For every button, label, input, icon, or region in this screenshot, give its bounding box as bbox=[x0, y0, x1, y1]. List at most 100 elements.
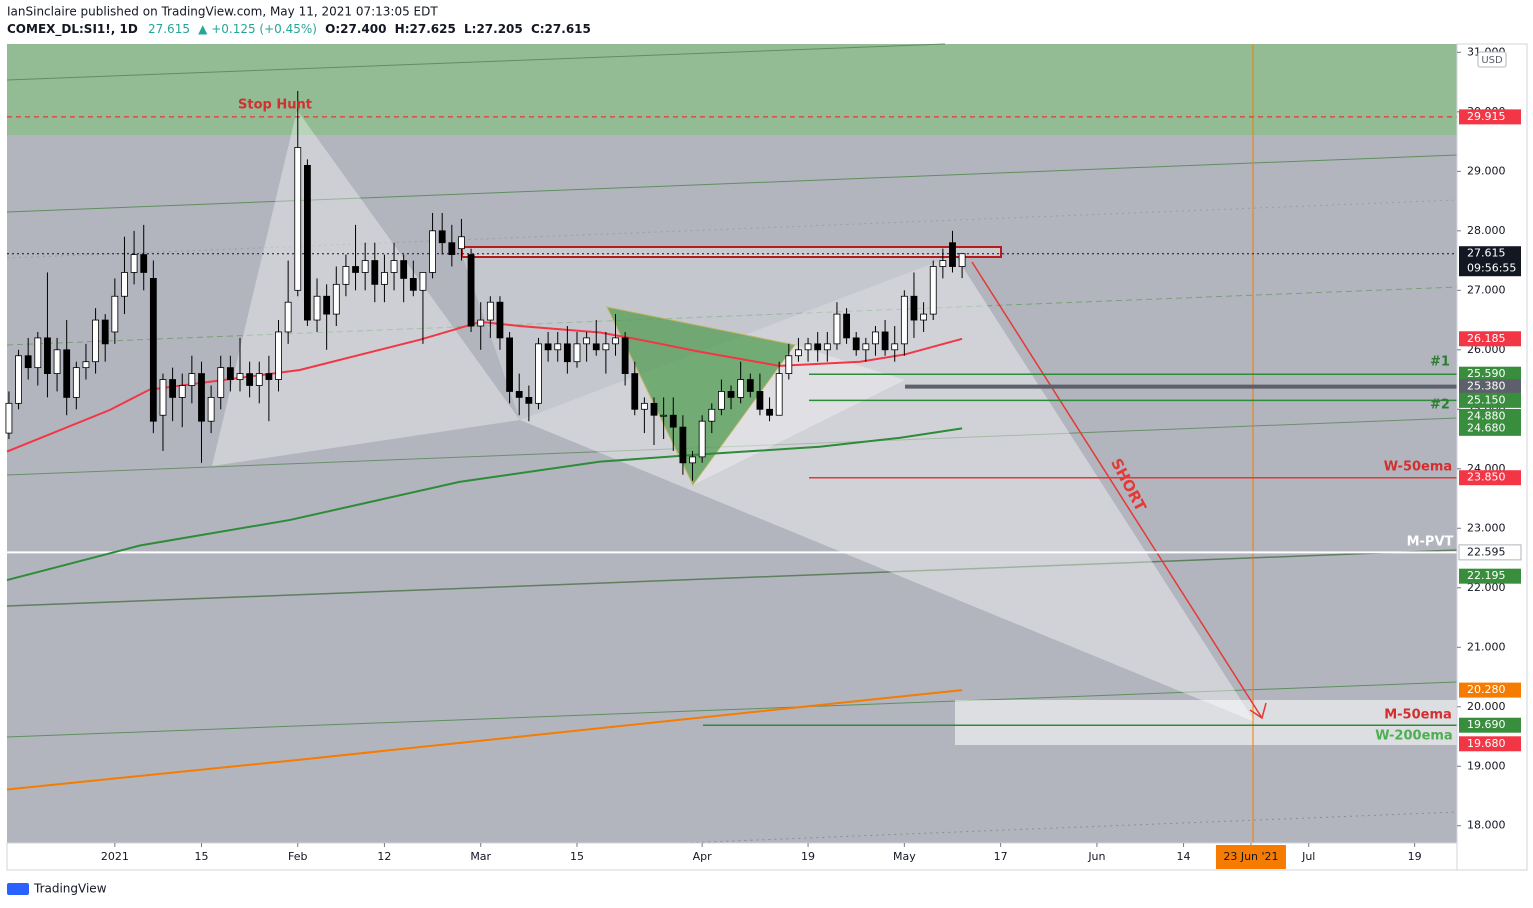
candle-body bbox=[669, 414, 677, 428]
candle-body bbox=[409, 278, 417, 291]
candle-body bbox=[381, 272, 388, 285]
ohlc-low: L:27.205 bbox=[464, 22, 523, 36]
candle-body bbox=[766, 408, 773, 416]
candle-body bbox=[929, 266, 937, 315]
candle-body bbox=[188, 373, 196, 386]
trend-line bbox=[6, 199, 1458, 259]
candle-body bbox=[602, 343, 610, 351]
candle-body bbox=[82, 361, 90, 369]
candle-body bbox=[563, 343, 571, 363]
candle-body bbox=[486, 301, 494, 321]
candle-body bbox=[958, 253, 966, 267]
y-tick-label: 21.000 bbox=[1467, 640, 1506, 653]
trend-line bbox=[6, 154, 1458, 213]
candle-body bbox=[159, 379, 167, 416]
price-label: 22.595 bbox=[1467, 545, 1506, 558]
price-label-box bbox=[1459, 420, 1521, 436]
candle-body bbox=[24, 355, 32, 369]
candle-body bbox=[448, 242, 456, 256]
candle-body bbox=[198, 373, 205, 422]
last: 27.615 bbox=[148, 22, 190, 36]
brand: TradingView bbox=[33, 882, 107, 896]
annotation: W-200ema bbox=[1375, 729, 1452, 744]
x-tick-label: 19 bbox=[801, 850, 815, 863]
price-label-box bbox=[1459, 736, 1521, 752]
candle-body bbox=[294, 147, 302, 291]
price-label-box bbox=[1458, 544, 1522, 561]
y-tick-label: 19.000 bbox=[1467, 759, 1506, 772]
candle-body bbox=[5, 402, 13, 434]
price-label: 24.680 bbox=[1467, 421, 1506, 434]
price-label: 26.185 bbox=[1467, 332, 1506, 345]
logo-icon bbox=[7, 883, 29, 895]
candle-body bbox=[843, 313, 850, 339]
drawings bbox=[6, 43, 1458, 871]
annotation: W-50ema bbox=[1384, 460, 1452, 475]
candle-body bbox=[169, 379, 177, 398]
x-tick-highlight bbox=[1215, 845, 1286, 869]
candle-body bbox=[881, 331, 889, 351]
x-tick-label: 17 bbox=[994, 850, 1008, 863]
candle-body bbox=[63, 349, 71, 398]
candle-body bbox=[891, 343, 899, 351]
y-tick-label: 29.000 bbox=[1467, 164, 1506, 177]
y-tick-label: 18.000 bbox=[1467, 819, 1506, 832]
candle-body bbox=[900, 295, 908, 345]
candle-body bbox=[698, 420, 706, 458]
currency: USD bbox=[1481, 55, 1503, 66]
resistance-zone bbox=[7, 44, 1457, 135]
candle-body bbox=[737, 379, 745, 398]
candle-body bbox=[313, 295, 321, 321]
symbol: COMEX_DL:SI1!, 1D bbox=[7, 22, 138, 37]
candle-body bbox=[342, 266, 350, 285]
x-tick-label: 2021 bbox=[101, 850, 129, 863]
candle-body bbox=[573, 343, 581, 363]
candle-body bbox=[217, 367, 225, 398]
trend-line bbox=[6, 549, 1458, 607]
price-label: 25.590 bbox=[1467, 367, 1506, 380]
candle-body bbox=[352, 266, 359, 273]
candle-body bbox=[323, 295, 331, 315]
candle-body bbox=[361, 260, 369, 273]
levels bbox=[7, 116, 1457, 726]
price-label-box bbox=[1459, 392, 1521, 408]
candle-body bbox=[640, 402, 648, 410]
resistance-box bbox=[461, 246, 1002, 258]
candle-body bbox=[44, 337, 51, 374]
price-label-box bbox=[1459, 109, 1521, 125]
pattern-triangle bbox=[212, 110, 520, 466]
candle-body bbox=[178, 385, 186, 398]
price-label: 24.880 bbox=[1467, 409, 1506, 422]
candle-body bbox=[236, 373, 244, 380]
x-tick-label: 15 bbox=[570, 850, 584, 863]
ohlc-open: O:27.400 bbox=[325, 22, 386, 36]
candle-body bbox=[429, 230, 436, 273]
candle-body bbox=[583, 337, 591, 345]
candle-body bbox=[612, 337, 619, 345]
price-label-box bbox=[1459, 682, 1521, 698]
candle-body bbox=[939, 260, 947, 267]
candle-body bbox=[226, 367, 234, 380]
candle-body bbox=[862, 343, 870, 351]
x-tick-label: Jul bbox=[1301, 850, 1315, 863]
y-tick-label: 23.000 bbox=[1467, 521, 1506, 534]
candle-body bbox=[246, 373, 254, 386]
price-label: 19.680 bbox=[1467, 737, 1506, 750]
moving-average bbox=[6, 427, 963, 582]
candle-body bbox=[756, 391, 764, 410]
trend-line bbox=[6, 43, 946, 81]
currency-box bbox=[1477, 51, 1507, 68]
price-label-box bbox=[1459, 408, 1521, 424]
candle-body bbox=[140, 254, 148, 273]
ohlc-high: H:27.625 bbox=[395, 22, 456, 36]
candle-body bbox=[390, 260, 398, 273]
price-label-box bbox=[1459, 246, 1521, 277]
trend-line bbox=[6, 286, 1458, 346]
candle-body bbox=[458, 236, 465, 250]
y-tick-label: 22.000 bbox=[1467, 581, 1506, 594]
candle-body bbox=[650, 402, 658, 416]
candle-body bbox=[660, 414, 668, 417]
candle-body bbox=[814, 343, 822, 351]
